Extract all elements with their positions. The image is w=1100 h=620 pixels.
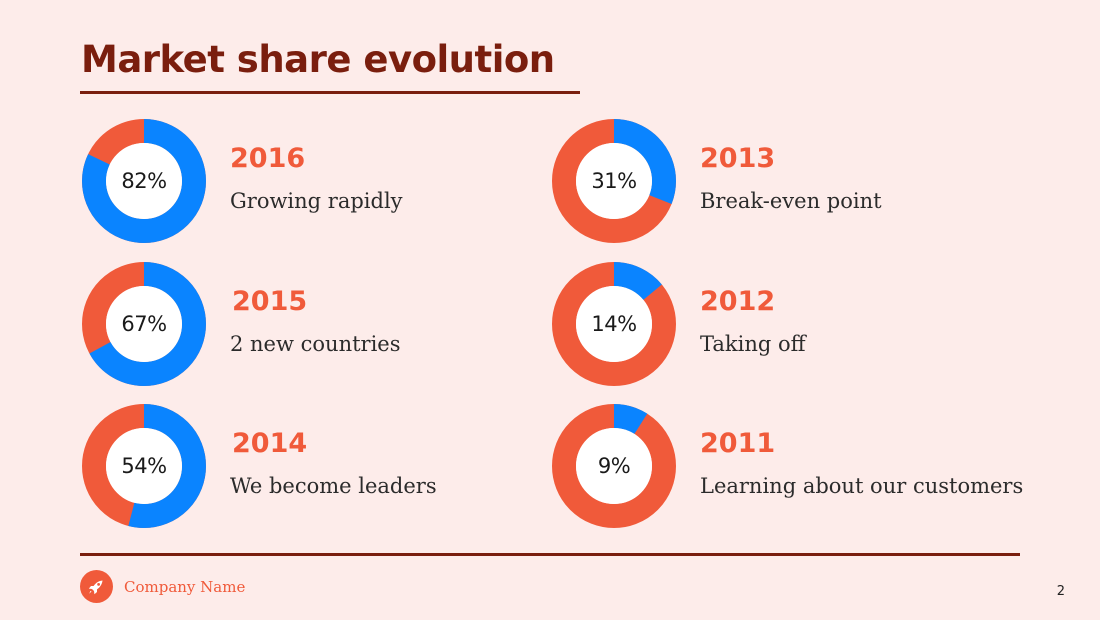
donut-label-2016: 82% [121, 169, 167, 193]
share-item-2011: 9% 2011 Learning about our customers [550, 402, 1030, 532]
donut-hole-2015 [106, 286, 182, 362]
donut-share-2011 [552, 404, 676, 528]
donut-chart-2015 [82, 262, 206, 386]
share-item-2016: 82% 2016 Growing rapidly [80, 117, 560, 247]
donut-hole-2014 [106, 428, 182, 504]
page-title: Market share evolution [81, 38, 555, 81]
donut-share-2015 [82, 262, 206, 386]
rocket-icon [88, 580, 103, 595]
company-logo [80, 570, 113, 603]
donut-label-2014: 54% [121, 454, 167, 478]
donut-hole-2016 [106, 143, 182, 219]
description-2012: Taking off [700, 332, 806, 356]
donut-chart-2012 [552, 262, 676, 386]
year-label-2016: 2016 [230, 143, 306, 174]
year-label-2012: 2012 [700, 286, 776, 317]
share-item-2014: 54% 2014 We become leaders [80, 402, 560, 532]
description-2011: Learning about our customers [700, 474, 1024, 498]
donut-label-2013: 31% [591, 169, 637, 193]
page-number: 2 [1056, 584, 1065, 599]
donut-chart-2013 [552, 119, 676, 243]
year-label-2011: 2011 [700, 428, 776, 459]
donut-label-2012: 14% [591, 312, 637, 336]
share-item-2012: 14% 2012 Taking off [550, 260, 1030, 390]
description-2016: Growing rapidly [230, 189, 403, 213]
donut-label-2011: 9% [597, 454, 631, 478]
donut-chart-2016 [82, 119, 206, 243]
title-underline [80, 91, 580, 94]
donut-share-2014 [82, 404, 206, 528]
donut-rest-2012 [552, 262, 676, 386]
year-label-2013: 2013 [700, 143, 776, 174]
donut-share-2013 [552, 119, 676, 243]
donut-label-2015: 67% [121, 312, 167, 336]
donut-chart-2011 [552, 404, 676, 528]
year-label-2014: 2014 [232, 428, 308, 459]
description-2014: We become leaders [230, 474, 437, 498]
company-name: Company Name [124, 578, 246, 596]
share-item-2015: 67% 2015 2 new countries [80, 260, 560, 390]
donut-hole-2013 [576, 143, 652, 219]
description-2015: 2 new countries [230, 332, 401, 356]
donut-hole-2011 [576, 428, 652, 504]
donut-chart-2014 [82, 404, 206, 528]
donut-share-2016 [82, 119, 206, 243]
share-item-2013: 31% 2013 Break-even point [550, 117, 1030, 247]
donut-hole-2012 [576, 286, 652, 362]
year-label-2015: 2015 [232, 286, 308, 317]
footer-divider [80, 553, 1020, 556]
description-2013: Break-even point [700, 189, 882, 213]
